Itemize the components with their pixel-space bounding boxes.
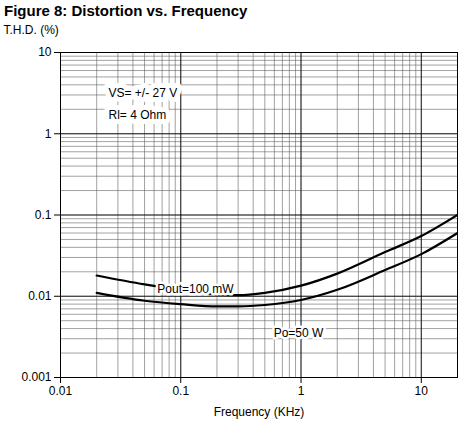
html-text:Figure 8: Distortion vs. Frequ: Figure 8: Distortion vs. Frequency xyxy=(4,2,248,19)
svg-text:VS= +/- 27 V: VS= +/- 27 V xyxy=(109,86,178,100)
svg-text:0.001: 0.001 xyxy=(21,370,51,384)
svg-text:0.01: 0.01 xyxy=(28,289,52,303)
svg-text:10: 10 xyxy=(415,384,429,398)
svg-text:Rl= 4 Ohm: Rl= 4 Ohm xyxy=(109,108,167,122)
svg-text:Frequency (KHz): Frequency (KHz) xyxy=(214,405,305,419)
svg-text:10: 10 xyxy=(38,45,52,59)
svg-text:Po=50 W: Po=50 W xyxy=(274,326,324,340)
svg-text:Pout=100 mW: Pout=100 mW xyxy=(157,282,234,296)
svg-text:0.1: 0.1 xyxy=(35,208,52,222)
svg-text:0.1: 0.1 xyxy=(172,384,189,398)
svg-text:1: 1 xyxy=(298,384,305,398)
svg-text:0.01: 0.01 xyxy=(49,384,73,398)
svg-text:1: 1 xyxy=(45,127,52,141)
svg-text:T.H.D. (%): T.H.D. (%) xyxy=(4,23,59,37)
